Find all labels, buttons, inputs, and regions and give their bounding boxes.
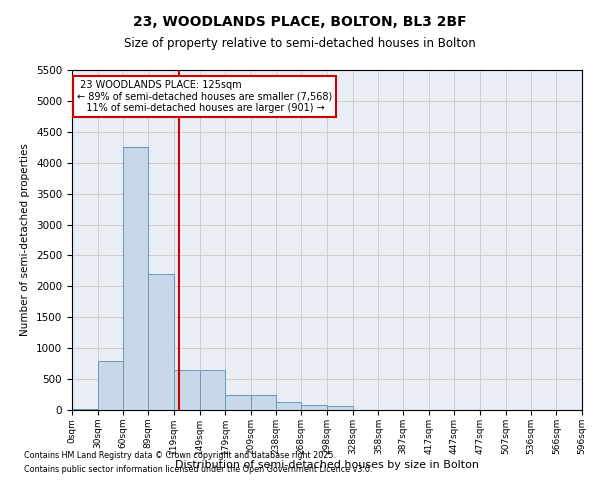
- Text: Size of property relative to semi-detached houses in Bolton: Size of property relative to semi-detach…: [124, 38, 476, 51]
- Bar: [98, 360, 124, 410]
- Text: 23, WOODLANDS PLACE, BOLTON, BL3 2BF: 23, WOODLANDS PLACE, BOLTON, BL3 2BF: [133, 15, 467, 29]
- Bar: [174, 370, 199, 410]
- Text: Contains public sector information licensed under the Open Government Licence v3: Contains public sector information licen…: [24, 466, 373, 474]
- Bar: [148, 274, 174, 410]
- Bar: [327, 406, 353, 410]
- Bar: [199, 370, 225, 410]
- Bar: [124, 148, 148, 410]
- Bar: [225, 394, 251, 410]
- X-axis label: Distribution of semi-detached houses by size in Bolton: Distribution of semi-detached houses by …: [175, 460, 479, 469]
- Text: 23 WOODLANDS PLACE: 125sqm
← 89% of semi-detached houses are smaller (7,568)
   : 23 WOODLANDS PLACE: 125sqm ← 89% of semi…: [77, 80, 332, 114]
- Y-axis label: Number of semi-detached properties: Number of semi-detached properties: [20, 144, 31, 336]
- Bar: [301, 405, 327, 410]
- Bar: [251, 395, 275, 410]
- Text: Contains HM Land Registry data © Crown copyright and database right 2025.: Contains HM Land Registry data © Crown c…: [24, 450, 336, 460]
- Bar: [275, 402, 301, 410]
